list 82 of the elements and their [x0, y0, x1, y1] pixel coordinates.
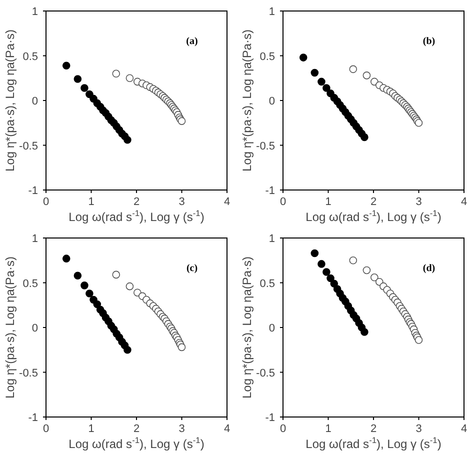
annotation: (d)	[422, 263, 436, 274]
x-axis-title: Log ω(rad s$^{-1}$), Log γ (s$^{-1}$)	[306, 208, 442, 224]
point	[360, 328, 368, 336]
y-tick-label: -1	[265, 185, 275, 197]
point	[299, 54, 308, 62]
y-tick-label: -0.5	[256, 367, 275, 380]
x-tick-label: 1	[325, 196, 332, 208]
y-axis-title: Log η*(pa·s), Log ηa(Pa·s)	[3, 256, 17, 399]
x-tick-label: 2	[133, 423, 140, 435]
point	[362, 72, 371, 80]
y-tick-label: 0	[268, 96, 275, 108]
x-tick-label: 4	[460, 196, 468, 208]
y-tick-label: -0.5	[19, 367, 38, 380]
point	[126, 282, 134, 290]
point	[318, 260, 326, 268]
y-tick-label: 1	[268, 233, 275, 245]
y-axis-title: Log η*(pa·s), Log ηa(Pa·s)	[3, 29, 17, 172]
y-tick-label: 1	[32, 6, 38, 18]
y-tick-label: 0.5	[22, 50, 38, 63]
point	[62, 62, 70, 70]
point	[178, 343, 186, 352]
x-tick-label: 0	[280, 196, 286, 208]
point	[126, 74, 134, 82]
point	[370, 273, 378, 282]
point	[349, 65, 358, 74]
y-tick-label: -0.5	[19, 140, 38, 152]
x-tick-label: 2	[370, 196, 377, 208]
annotation: (a)	[186, 36, 198, 47]
x-tick-label: 1	[88, 423, 94, 435]
x-tick-label: 0	[42, 423, 50, 435]
y-tick-label: 0	[268, 322, 275, 334]
x-tick-label: 1	[88, 196, 94, 208]
x-tick-label: 0	[42, 196, 50, 208]
point	[318, 78, 326, 86]
y-axis-title: Log η*(pa·s), Log ηa(Pa·s)	[240, 256, 254, 399]
x-axis-title: Log ω(rad s$^{-1}$), Log γ (s$^{-1}$)	[306, 435, 442, 451]
point	[86, 290, 94, 298]
y-tick-label: -0.5	[256, 140, 275, 152]
x-axis-title: Log ω(rad s$^{-1}$), Log γ (s$^{-1}$)	[68, 435, 204, 451]
point	[124, 136, 132, 144]
y-tick-label: 1	[268, 6, 275, 18]
point	[362, 266, 371, 274]
x-tick-label: 0	[280, 423, 286, 435]
point	[326, 274, 334, 282]
point	[124, 346, 132, 354]
point	[310, 249, 319, 258]
y-tick-label: 0.5	[22, 278, 38, 290]
x-tick-label: 4	[460, 423, 468, 435]
y-tick-label: 0.5	[260, 278, 275, 290]
y-tick-label: -1	[28, 412, 38, 424]
y-tick-label: -1	[28, 185, 38, 197]
point	[360, 133, 368, 142]
point	[74, 272, 82, 280]
x-tick-label: 4	[224, 423, 230, 435]
annotation: (c)	[186, 263, 198, 274]
x-tick-label: 4	[224, 196, 230, 208]
y-tick-label: 0	[32, 96, 38, 108]
point	[112, 270, 120, 279]
x-tick-label: 3	[416, 196, 422, 208]
x-tick-label: 2	[370, 423, 377, 435]
point	[322, 84, 330, 92]
y-axis-title: Log η*(pa·s), Log ηa(Pa·s)	[240, 29, 254, 172]
annotation: (b)	[422, 36, 436, 47]
point	[414, 336, 423, 344]
x-axis-title: Log ω(rad s$^{-1}$), Log γ (s$^{-1}$)	[68, 208, 204, 224]
point	[322, 268, 330, 276]
x-tick-label: 3	[178, 196, 185, 208]
x-tick-label: 3	[416, 423, 422, 435]
point	[310, 68, 319, 77]
x-tick-label: 1	[325, 423, 332, 435]
y-tick-label: 0	[32, 322, 38, 334]
x-tick-label: 3	[178, 423, 185, 435]
y-tick-label: 0.5	[260, 50, 275, 63]
point	[62, 254, 70, 262]
point	[112, 70, 120, 78]
point	[80, 84, 88, 92]
point	[80, 282, 88, 290]
y-tick-label: -1	[265, 412, 275, 424]
x-tick-label: 2	[133, 196, 140, 208]
y-tick-label: 1	[32, 233, 38, 245]
point	[349, 256, 358, 264]
point	[74, 75, 82, 83]
